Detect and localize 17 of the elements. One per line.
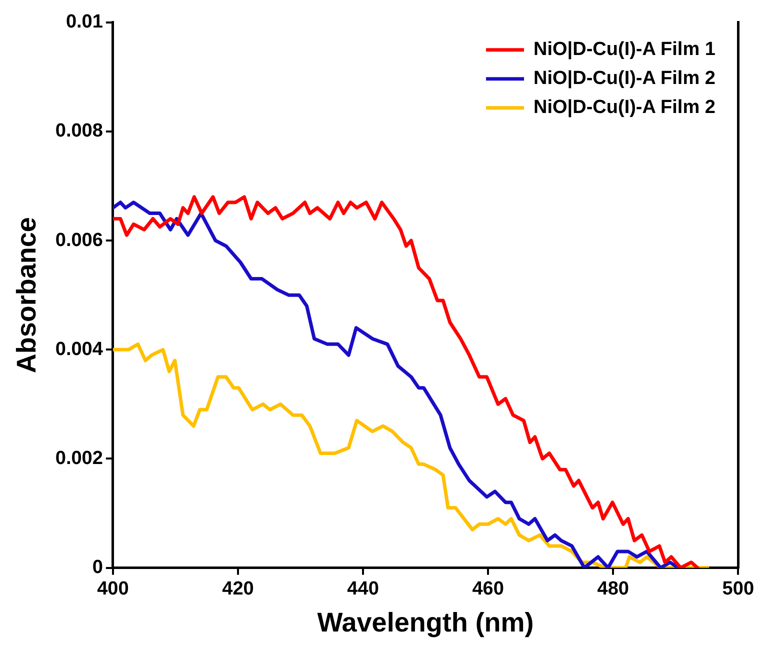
y-tick-label: 0.002 (55, 448, 103, 469)
legend-label: NiO|D-Cu(I)-A Film 2 (534, 68, 716, 90)
x-tick-label: 440 (347, 578, 379, 600)
y-tick-label: 0.01 (66, 12, 104, 33)
legend-label: NiO|D-Cu(I)-A Film 1 (534, 39, 716, 60)
legend-label: NiO|D-Cu(I)-A Film 2 (534, 97, 716, 118)
y-tick-label: 0.006 (55, 230, 103, 251)
y-tick-label: 0.004 (55, 338, 104, 360)
x-tick-label: 460 (472, 578, 504, 600)
y-tick-label: 0.008 (55, 120, 103, 142)
x-tick-label: 500 (722, 578, 754, 600)
y-axis-title: Absorbance (12, 217, 42, 374)
x-tick-label: 480 (597, 578, 629, 600)
x-axis-title: Wavelength (nm) (317, 607, 534, 638)
x-tick-label: 420 (222, 578, 254, 600)
y-tick-label: 0 (92, 557, 103, 578)
x-tick-label: 400 (97, 578, 129, 600)
